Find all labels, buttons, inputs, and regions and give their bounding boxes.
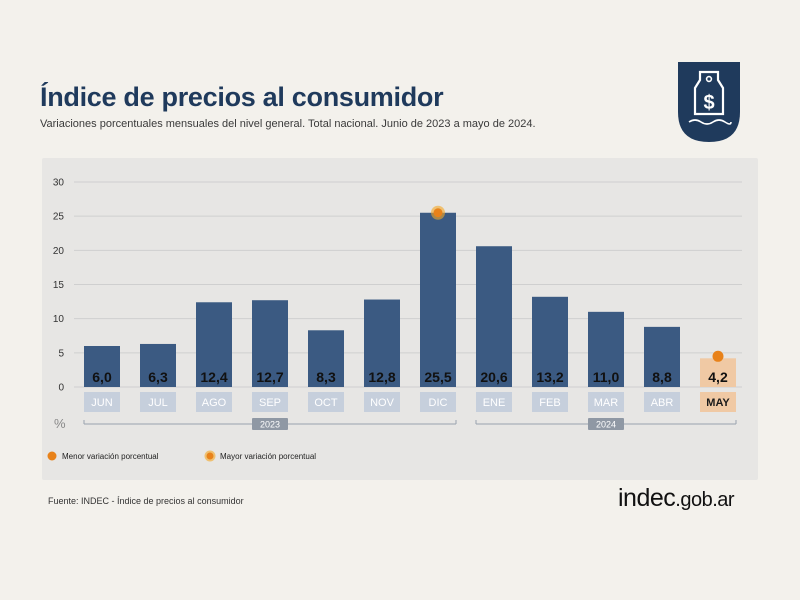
bar-chart: 30 25 20 15 10 5 0% JUN 6,0 JUL 6,3 AGO 12,4 SEP 12,7 O…	[47, 178, 742, 462]
month-tick-label: JUL	[148, 397, 168, 409]
legend-label: Mayor variación porcentual	[220, 452, 316, 461]
bar	[140, 343, 176, 387]
y-tick-label: 25	[53, 212, 65, 223]
bar	[700, 358, 736, 387]
y-tick-label: 15	[53, 280, 65, 291]
chart-panel: 30 25 20 15 10 5 0% JUN 6,0 JUL 6,3 AGO 12,4 SEP 12,7 O…	[42, 158, 758, 480]
bar-value-label: 8,8	[652, 369, 672, 385]
chart-title: Índice de precios al consumidor	[40, 82, 444, 112]
month-tick-label: ENE	[483, 397, 506, 409]
month-label-bg	[700, 392, 736, 412]
y-axis-unit-label: %	[54, 416, 66, 431]
y-tick-label: 10	[53, 314, 65, 325]
indec-brand: indec.gob.ar	[618, 484, 735, 513]
month-tick-label: SEP	[259, 397, 281, 409]
brand-suffix: .gob.ar	[675, 489, 735, 511]
month-label-bg	[84, 392, 120, 412]
bar-value-label: 8,3	[316, 369, 336, 385]
y-tick-label: 20	[53, 246, 65, 257]
bar	[252, 300, 288, 387]
bar	[308, 330, 344, 387]
bar	[364, 299, 400, 387]
month-label-bg	[532, 392, 568, 412]
bar	[420, 212, 456, 387]
month-label-bg	[308, 392, 344, 412]
y-tick-label: 5	[58, 348, 64, 359]
chart-subtitle: Variaciones porcentuales mensuales del n…	[40, 118, 536, 130]
month-tick-label: AGO	[202, 397, 227, 409]
bar-value-label: 20,6	[480, 369, 507, 385]
month-tick-label: MAY	[706, 397, 730, 409]
legend-min-marker	[47, 451, 57, 461]
bar-value-label: 12,8	[368, 369, 395, 385]
bar	[476, 246, 512, 387]
month-label-bg	[196, 392, 232, 412]
bar	[588, 311, 624, 387]
bar-value-label: 13,2	[536, 369, 563, 385]
year-badge	[252, 418, 288, 430]
bar-value-label: 4,2	[708, 369, 728, 385]
year-label: 2024	[596, 420, 616, 430]
month-tick-label: OCT	[314, 397, 338, 409]
y-tick-label: 30	[53, 178, 65, 189]
min-marker	[712, 350, 724, 362]
month-tick-label: ABR	[651, 397, 674, 409]
source-note: Fuente: INDEC - Índice de precios al con…	[48, 496, 244, 506]
month-tick-label: MAR	[594, 397, 619, 409]
bar	[644, 326, 680, 387]
bar	[532, 296, 568, 387]
month-label-bg	[420, 392, 456, 412]
month-label-bg	[252, 392, 288, 412]
month-label-bg	[140, 392, 176, 412]
bar-value-label: 25,5	[424, 369, 451, 385]
price-tag-dollar-icon: $	[678, 62, 740, 142]
bar	[84, 346, 120, 387]
max-marker	[433, 208, 443, 218]
month-label-bg	[476, 392, 512, 412]
year-badge	[588, 418, 624, 430]
legend-max-marker	[206, 452, 214, 460]
month-label-bg	[588, 392, 624, 412]
bar-value-label: 12,4	[200, 369, 227, 385]
bar	[196, 302, 232, 387]
month-tick-label: NOV	[370, 397, 395, 409]
bar-value-label: 6,3	[148, 369, 168, 385]
brand-main: indec	[618, 484, 676, 512]
month-label-bg	[364, 392, 400, 412]
bar-value-label: 11,0	[593, 369, 620, 385]
year-label: 2023	[260, 420, 280, 430]
bar-value-label: 6,0	[92, 369, 112, 385]
month-tick-label: JUN	[91, 397, 112, 409]
y-tick-label: 0	[58, 383, 64, 394]
month-label-bg	[644, 392, 680, 412]
svg-text:$: $	[703, 92, 714, 114]
legend-label: Menor variación porcentual	[62, 452, 159, 461]
month-tick-label: DIC	[429, 397, 448, 409]
bar-value-label: 12,7	[256, 369, 283, 385]
month-tick-label: FEB	[539, 397, 560, 409]
